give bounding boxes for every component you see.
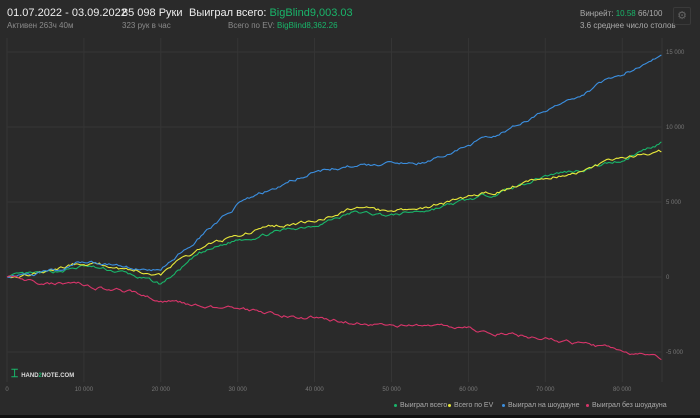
y-tick-label: 5 000 bbox=[666, 200, 682, 206]
gear-icon[interactable]: ⚙ bbox=[673, 7, 691, 25]
legend-marker bbox=[586, 403, 589, 407]
hands-count: 85 098 Руки bbox=[122, 7, 183, 19]
hand2note-logo: ⌶ HAND2NOTE.COM bbox=[11, 366, 75, 380]
date-range: 01.07.2022 - 03.09.2022 bbox=[7, 7, 127, 19]
x-tick-label: 70 000 bbox=[536, 387, 555, 393]
legend-label: Выиграл без шоудауна bbox=[592, 402, 667, 409]
legend-item[interactable]: Выиграл всего bbox=[394, 402, 447, 409]
series-line-0 bbox=[6, 141, 662, 285]
won-label: Выиграл всего: bbox=[189, 7, 267, 19]
avg-tables: 3.6 среднее число столов bbox=[580, 21, 676, 30]
active-time: Активен 263ч 40м bbox=[7, 21, 74, 30]
header: 01.07.2022 - 03.09.2022 Активен 263ч 40м… bbox=[0, 0, 700, 32]
ev-value: BigBlind8,362.26 bbox=[277, 21, 338, 30]
y-tick-label: 15 000 bbox=[666, 50, 685, 56]
x-tick-label: 20 000 bbox=[152, 387, 171, 393]
x-tick-label: 0 bbox=[5, 387, 9, 393]
y-tick-label: -5 000 bbox=[666, 350, 684, 356]
series-line-3 bbox=[6, 275, 662, 361]
legend-marker bbox=[394, 403, 397, 407]
x-tick-label: 80 000 bbox=[613, 387, 632, 393]
legend-label: Выиграл всего bbox=[400, 402, 448, 409]
hands-per-hour: 323 рук в час bbox=[122, 21, 171, 30]
legend-marker bbox=[502, 403, 505, 407]
legend-item[interactable]: Всего по EV bbox=[448, 402, 493, 409]
y-tick-label: 0 bbox=[666, 275, 670, 281]
winrate-suffix: 66/100 bbox=[637, 9, 663, 18]
x-tick-label: 50 000 bbox=[382, 387, 401, 393]
legend-item[interactable]: Выиграл на шоудауне bbox=[502, 402, 580, 409]
won-value: BigBlind9,003.03 bbox=[269, 7, 353, 19]
x-tick-label: 30 000 bbox=[229, 387, 248, 393]
legend-label: Всего по EV bbox=[454, 402, 494, 409]
legend-label: Выиграл на шоудауне bbox=[508, 402, 580, 409]
x-tick-label: 10 000 bbox=[75, 387, 94, 393]
x-tick-label: 40 000 bbox=[305, 387, 324, 393]
series-line-1 bbox=[6, 149, 662, 279]
x-tick-label: 60 000 bbox=[459, 387, 478, 393]
ev-label: Всего по EV: bbox=[228, 21, 275, 30]
winrate-value: 10.58 bbox=[615, 9, 636, 18]
winrate-label: Винрейт: bbox=[580, 9, 614, 18]
legend-marker bbox=[448, 403, 451, 407]
legend-item[interactable]: Выиграл без шоудауна bbox=[586, 402, 667, 409]
series-line-2 bbox=[6, 54, 662, 278]
y-tick-label: 10 000 bbox=[666, 125, 685, 131]
